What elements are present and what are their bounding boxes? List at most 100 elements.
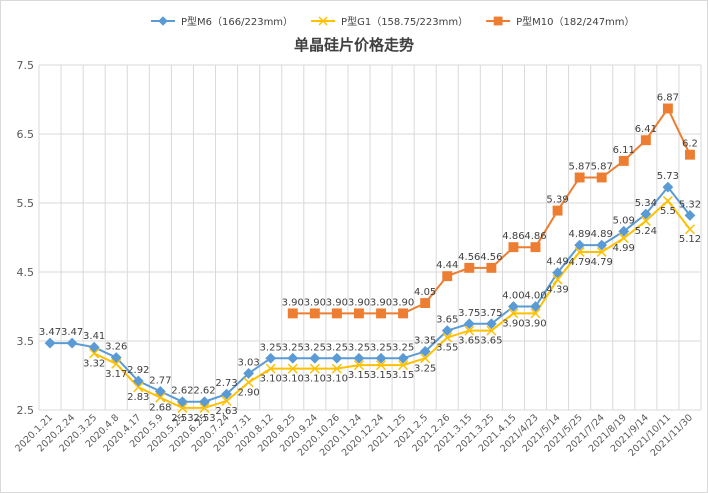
marker-x [420,353,431,364]
marker-square [640,135,651,146]
data-label: 3.65 [436,315,458,326]
x-axis: 2020.1.212020.2.242020.3.252020.4.82020.… [13,412,695,459]
marker-diamond [375,352,387,364]
data-label: 2.68 [149,403,171,414]
data-label: 2.53 [193,413,215,424]
marker-diamond [158,16,168,26]
marker-square [493,16,503,26]
marker-diamond [221,388,232,400]
legend: P型M6（166/223mm） P型G1（158.75/223mm） P型M10（1… [151,15,635,28]
marker-diamond [132,375,144,387]
marker-x [309,363,320,374]
y-tick-label: 3.5 [17,335,35,348]
data-label: 3.90 [304,297,326,308]
data-label: 4.00 [502,291,524,302]
data-label: 3.90 [502,318,524,329]
data-label: 4.79 [569,257,591,268]
data-label: 4.56 [480,252,502,263]
marker-diamond [640,208,652,220]
data-label: 3.25 [326,342,348,353]
data-label: 3.15 [392,370,414,381]
marker-square [618,155,629,166]
data-label: 2.63 [215,406,237,417]
marker-x [464,325,475,336]
marker-diamond [287,352,299,364]
data-label: 3.90 [348,297,370,308]
marker-square [464,262,475,273]
data-label: 2.62 [171,386,193,397]
data-label: 5.5 [660,206,676,217]
marker-square [552,205,563,216]
y-tick-label: 6.5 [17,128,35,141]
marker-square [287,308,298,319]
marker-x [318,16,328,26]
data-label: 3.90 [282,297,304,308]
data-label: 4.39 [546,285,568,296]
marker-x [442,332,453,343]
marker-x [199,402,210,413]
marker-x [618,233,629,244]
data-label: 4.00 [524,291,546,302]
marker-diamond [463,318,475,330]
marker-x [155,392,166,403]
data-label: 4.56 [458,252,480,263]
marker-square [508,242,519,253]
marker-diamond [265,352,277,364]
data-labels: 3.47 3.47 3.413.262.922.772.62 2.622.733.03… [39,92,701,423]
data-label: 3.47 [39,327,61,338]
data-label: 5.32 [679,199,701,210]
y-tick-label: 4.5 [17,266,35,279]
data-label: 3.25 [260,342,282,353]
data-label: 6.11 [613,145,635,156]
data-label: 3.25 [392,342,414,353]
data-label: 4.89 [591,229,613,240]
y-tick-label: 5.5 [17,197,35,210]
data-label: 2.83 [127,392,149,403]
marker-diamond [199,396,210,408]
legend-entry: P型M10（182/247mm） [516,15,634,28]
marker-x [133,382,144,393]
data-label: 3.35 [414,335,436,346]
marker-diamond [574,239,586,251]
data-label: 3.41 [83,331,105,342]
marker-diamond [44,337,56,349]
marker-x [640,215,651,226]
marker-square [574,172,585,183]
data-label: 4.86 [502,231,524,242]
series-markers [44,103,696,413]
marker-diamond [618,225,630,237]
marker-diamond [662,181,674,193]
data-label: 4.44 [436,260,458,271]
data-label: 3.15 [348,370,370,381]
marker-x [552,274,563,285]
data-label: 5.73 [657,171,679,182]
data-label: 3.26 [105,342,127,353]
marker-diamond [485,318,497,330]
marker-square [486,262,497,273]
marker-square [420,298,431,308]
data-label: 3.90 [370,297,392,308]
data-label: 3.25 [348,342,370,353]
marker-square [331,308,342,319]
data-label: 3.90 [392,297,414,308]
data-label: 2.73 [215,378,237,389]
data-label: 5.24 [635,226,657,237]
marker-square [530,242,541,253]
marker-diamond [552,267,563,279]
data-label: 5.34 [635,198,657,209]
marker-square [442,271,453,282]
marker-diamond [331,352,343,364]
marker-x [287,363,298,374]
data-label: 3.25 [370,342,392,353]
data-label: 3.90 [524,318,546,329]
legend-entry: P型M6（166/223mm） [181,15,293,28]
marker-x [596,246,607,258]
data-label: 3.65 [458,336,480,347]
marker-diamond [684,210,696,221]
data-label: 5.87 [591,161,613,172]
data-label: 6.2 [682,139,698,150]
data-label: 2.62 [193,386,215,397]
marker-square [354,308,364,319]
marker-x [574,246,585,258]
